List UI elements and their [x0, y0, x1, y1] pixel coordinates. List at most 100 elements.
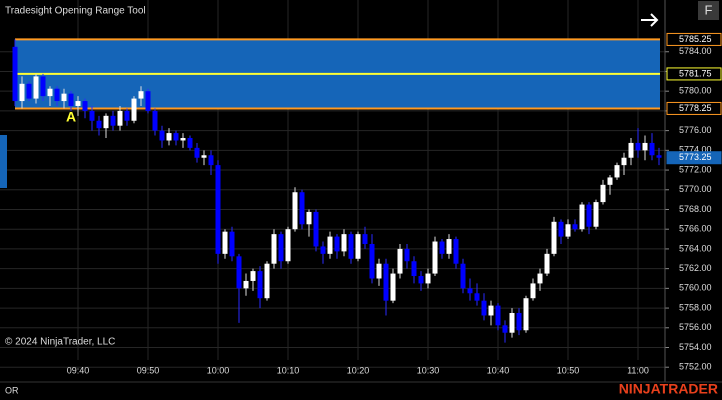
candle-body	[194, 147, 200, 158]
candle-body	[68, 93, 74, 106]
candle-body	[642, 142, 648, 151]
candle-body	[173, 133, 179, 141]
candle-body	[285, 229, 291, 262]
candle-body	[201, 155, 207, 158]
candle-body	[376, 263, 382, 279]
candle-body	[89, 110, 95, 121]
y-tick-label: 5764.00	[679, 243, 712, 253]
price-marker-label: 5778.25	[679, 103, 712, 113]
candle-body	[61, 93, 67, 102]
candle-body	[558, 221, 564, 237]
logo: NINJATRADER	[619, 381, 718, 397]
candle-body	[369, 243, 375, 279]
y-tick-label: 5762.00	[679, 263, 712, 273]
x-tick-label: 10:10	[277, 365, 300, 375]
candle-body	[208, 155, 214, 166]
candle-body	[26, 83, 32, 99]
candle-body	[586, 204, 592, 227]
price-marker-box	[666, 67, 722, 81]
candle-body	[131, 98, 137, 121]
candle-body	[40, 76, 46, 97]
y-tick-label: 5774.00	[679, 145, 712, 155]
y-tick-label: 5770.00	[679, 184, 712, 194]
annotation: A	[66, 109, 76, 125]
candle-body	[481, 300, 487, 316]
f-button-label[interactable]: F	[705, 2, 713, 17]
candle-body	[271, 234, 277, 264]
candle-body	[222, 231, 228, 254]
candle-body	[453, 239, 459, 264]
candle-body	[12, 46, 18, 102]
candle-body	[236, 256, 242, 289]
candle-body	[327, 236, 333, 254]
candle-body	[460, 263, 466, 289]
candle-body	[404, 248, 410, 262]
candle-body	[446, 239, 452, 254]
candle-body	[299, 192, 305, 225]
price-marker-label: 5773.25	[679, 152, 712, 162]
candle-body	[635, 142, 641, 151]
candle-body	[138, 91, 144, 99]
candle-body	[502, 325, 508, 333]
candle-body	[187, 138, 193, 148]
candle-body	[600, 184, 606, 203]
y-tick-label: 5772.00	[679, 164, 712, 174]
x-tick-label: 10:50	[557, 365, 580, 375]
candle-body	[656, 155, 662, 158]
status-label: OR	[5, 385, 19, 395]
candle-body	[383, 263, 389, 301]
candle-body	[334, 236, 340, 252]
x-tick-label: 10:30	[417, 365, 440, 375]
candle-body	[362, 234, 368, 244]
candle-body	[439, 241, 445, 254]
y-tick-label: 5784.00	[679, 46, 712, 56]
f-button[interactable]	[698, 1, 719, 20]
candle-body	[523, 298, 529, 331]
side-tab[interactable]	[0, 135, 7, 188]
candle-body	[565, 224, 571, 237]
candle-body	[607, 177, 613, 185]
candle-body	[145, 91, 151, 111]
candle-body	[159, 130, 165, 141]
candle-body	[19, 83, 25, 102]
price-marker-label: 5785.25	[679, 34, 712, 44]
arrow-icon[interactable]	[641, 13, 659, 27]
y-tick-label: 5756.00	[679, 322, 712, 332]
y-tick-label: 5758.00	[679, 302, 712, 312]
y-tick-label: 5760.00	[679, 283, 712, 293]
x-tick-label: 09:40	[67, 365, 90, 375]
candle-body	[390, 273, 396, 301]
candle-body	[33, 76, 39, 99]
candle-body	[341, 234, 347, 252]
chart-title: Tradesight Opening Range Tool	[5, 6, 146, 17]
candle-body	[544, 253, 550, 274]
candle-body	[75, 101, 81, 106]
candle-body	[243, 280, 249, 289]
candle-body	[425, 273, 431, 284]
candle-body	[278, 234, 284, 262]
y-tick-label: 5754.00	[679, 342, 712, 352]
candle-body	[103, 115, 109, 129]
candle-body	[124, 110, 130, 121]
x-tick-label: 10:40	[487, 365, 510, 375]
price-marker-label: 5781.75	[679, 68, 712, 78]
y-tick-label: 5766.00	[679, 224, 712, 234]
candle-body	[152, 110, 158, 131]
candle-body	[551, 221, 557, 254]
candle-body	[117, 110, 123, 126]
candle-body	[467, 288, 473, 294]
candle-body	[621, 157, 627, 166]
axis: 5752.00 5754.00 5756.00 5758.00 5760.00 5762.…	[67, 32, 722, 375]
candle-body	[628, 142, 634, 158]
candle-body	[418, 276, 424, 284]
y-tick-label: 5776.00	[679, 125, 712, 135]
candle-body	[180, 138, 186, 141]
candle-body	[47, 88, 53, 97]
candle-body	[54, 88, 60, 102]
candle-body	[82, 101, 88, 111]
candle-body	[348, 234, 354, 259]
candle-body	[215, 165, 221, 254]
candle-body	[530, 283, 536, 299]
price-marker-box	[666, 151, 722, 165]
